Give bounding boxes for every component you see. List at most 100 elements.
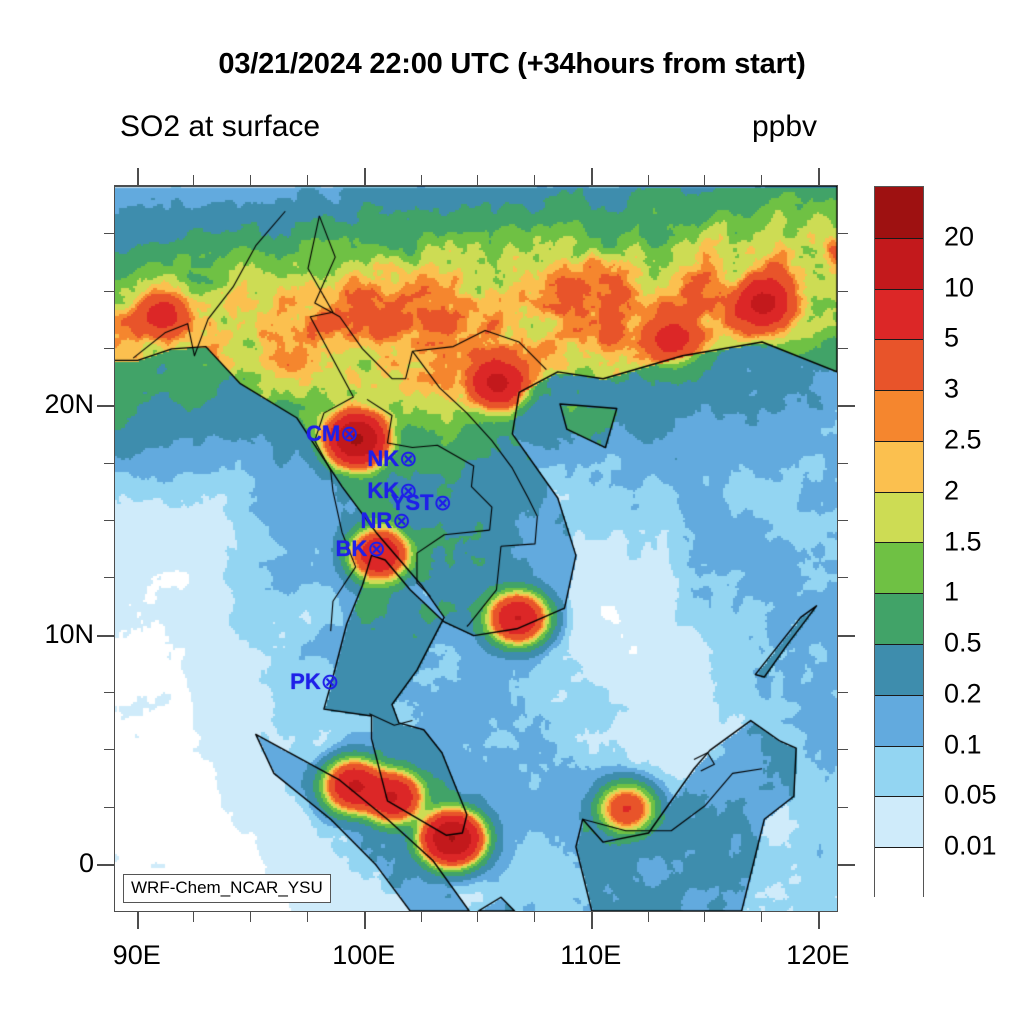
colorbar-band: [875, 745, 923, 797]
colorbar-tick-label: 1: [944, 576, 960, 607]
y-tick-minor: [104, 290, 114, 292]
y-tick-major: [97, 405, 114, 408]
colorbar-tick-label: 0.5: [944, 627, 982, 658]
y-tick-major-right: [838, 405, 855, 408]
x-tick-major-top: [136, 168, 139, 185]
y-tick-minor: [104, 347, 114, 349]
colorbar-tick-label: 3: [944, 373, 960, 404]
y-tick-minor-right: [838, 749, 848, 751]
station-point-icon: ⊗: [320, 668, 340, 694]
station-point-icon: ⊗: [399, 478, 418, 504]
x-tick-major-top: [590, 168, 593, 185]
x-tick-minor: [647, 912, 649, 922]
colorbar-tick-label: 10: [944, 272, 975, 303]
variable-label: SO2 at surface: [120, 110, 321, 143]
x-tick-minor-top: [306, 175, 308, 185]
y-tick-minor: [104, 462, 114, 464]
map-plot-area[interactable]: CM ⊗ NK ⊗ KK ⊗ YST ⊗ NR ⊗ BK ⊗ PK ⊗ WRF-Chem_NCAR_YSU: [114, 185, 838, 912]
x-tick-minor-top: [534, 175, 536, 185]
station-code-label: YST: [390, 489, 434, 515]
x-tick-major-top: [363, 168, 366, 185]
station-point-icon: ⊗: [340, 420, 359, 446]
station-marker-cm[interactable]: CM ⊗: [306, 420, 359, 446]
y-tick-minor: [104, 806, 114, 808]
x-tick-major: [590, 912, 593, 929]
colorbar-tick-label: 0.1: [944, 729, 982, 760]
y-axis-label: 0: [78, 848, 94, 879]
x-tick-major: [136, 912, 139, 929]
x-axis-label: 110E: [560, 940, 622, 970]
colorbar-tick-label: 2.5: [944, 424, 982, 455]
y-tick-minor: [104, 233, 114, 235]
colorbar-tick-label: 0.01: [944, 830, 997, 861]
y-tick-minor-right: [838, 462, 848, 464]
y-axis-label: 10N: [44, 618, 94, 649]
colorbar-band: [875, 339, 923, 391]
y-tick-minor-right: [838, 806, 848, 808]
colorbar-band: [875, 187, 923, 238]
station-marker-pk[interactable]: PK ⊗: [290, 668, 340, 694]
x-tick-minor-top: [477, 175, 479, 185]
station-code-label: BK: [335, 535, 368, 561]
x-tick-minor: [420, 912, 422, 922]
colorbar-band: [875, 644, 923, 695]
colorbar-tick-label: 20: [944, 221, 975, 252]
colorbar-band: [875, 593, 923, 645]
y-tick-minor-right: [838, 290, 848, 292]
x-tick-minor-top: [420, 175, 422, 185]
colorbar-tick-label: 5: [944, 322, 960, 353]
x-tick-minor-top: [647, 175, 649, 185]
station-marker-nr[interactable]: NR ⊗: [360, 507, 411, 533]
y-tick-minor-right: [838, 519, 848, 521]
units-label: ppbv: [752, 110, 818, 143]
x-axis-label: 120E: [786, 940, 850, 970]
y-tick-major-right: [838, 864, 855, 867]
y-tick-minor: [104, 692, 114, 694]
x-tick-minor: [250, 912, 252, 922]
y-tick-major: [97, 864, 114, 867]
station-marker-bk[interactable]: BK ⊗: [335, 535, 386, 561]
colorbar-band: [875, 796, 923, 848]
colorbar-band: [875, 390, 923, 441]
x-tick-minor: [477, 912, 479, 922]
x-tick-major: [363, 912, 366, 929]
x-tick-minor: [704, 912, 706, 922]
station-code-label: KK: [367, 478, 400, 504]
station-code-label: CM: [306, 420, 341, 446]
station-point-icon: ⊗: [367, 535, 386, 561]
colorbar-band: [875, 237, 923, 289]
colorbar-band: [875, 440, 923, 492]
station-point-icon: ⊗: [399, 446, 418, 472]
x-tick-minor-top: [761, 175, 763, 185]
station-marker-yst[interactable]: YST ⊗: [390, 489, 452, 515]
colorbar-tick-label: 0.2: [944, 678, 982, 709]
so2-concentration-field: [115, 186, 837, 911]
y-tick-minor: [104, 519, 114, 521]
y-tick-major-right: [838, 634, 855, 637]
x-axis-label: 100E: [332, 940, 396, 970]
x-tick-minor-top: [250, 175, 252, 185]
colorbar-tick-label: 2: [944, 475, 960, 506]
station-point-icon: ⊗: [433, 489, 452, 515]
station-marker-nk[interactable]: NK ⊗: [367, 448, 417, 470]
y-tick-major: [97, 634, 114, 637]
colorbar-band: [875, 542, 923, 594]
colorbar-band: [875, 694, 923, 746]
station-marker-kk[interactable]: KK ⊗: [367, 480, 417, 502]
colorbar[interactable]: [874, 186, 924, 898]
colorbar-tick-label: 1.5: [944, 526, 982, 556]
y-tick-minor: [104, 749, 114, 751]
model-watermark: WRF-Chem_NCAR_YSU: [123, 874, 331, 903]
station-code-label: PK: [290, 668, 321, 694]
station-code-label: NK: [367, 446, 400, 472]
station-code-label: NR: [360, 507, 393, 533]
colorbar-band: [875, 288, 923, 340]
x-tick-minor: [306, 912, 308, 922]
y-tick-minor-right: [838, 233, 848, 235]
x-tick-minor-top: [193, 175, 195, 185]
x-tick-major: [817, 912, 820, 929]
y-tick-minor: [104, 577, 114, 579]
figure-title: 03/21/2024 22:00 UTC (+34hours from star…: [218, 48, 806, 80]
colorbar-band: [875, 847, 923, 898]
